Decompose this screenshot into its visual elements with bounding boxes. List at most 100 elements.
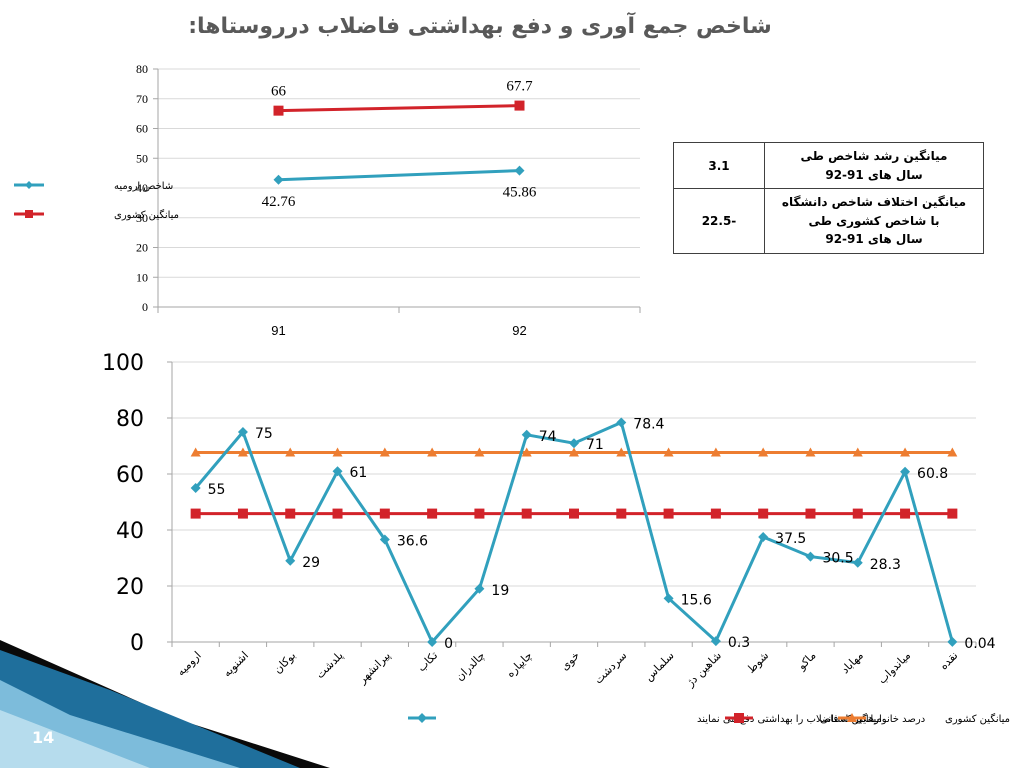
data-point-marker: [947, 636, 958, 647]
data-point-marker: [947, 447, 958, 457]
data-point-marker: [521, 447, 532, 457]
table-row: 22.5- میانگین اختلاف شاخص دانشگاه با شاخ…: [673, 188, 984, 254]
data-point-marker: [285, 447, 296, 457]
data-label: 19: [491, 583, 509, 599]
data-label: 60.8: [917, 466, 948, 482]
series-line: [278, 169, 520, 182]
data-point-marker: [379, 447, 390, 457]
data-point-marker: [852, 447, 863, 457]
x-tick-label: 92: [512, 323, 526, 338]
legend-label: میانگین کشوری: [114, 209, 179, 221]
data-label: 28.3: [870, 557, 901, 573]
data-point-marker: [332, 466, 343, 477]
data-label: 67.7: [506, 79, 533, 95]
data-label: 55: [208, 482, 226, 498]
table-label: میانگین اختلاف شاخص دانشگاه با شاخص کشور…: [764, 188, 984, 254]
data-point-marker: [427, 447, 438, 457]
data-label: 36.6: [397, 534, 428, 550]
x-tick-label: پیرانشهر: [355, 649, 393, 687]
legend-label: میانگین کشوری: [945, 713, 1010, 725]
table-label-line: میانگین اختلاف شاخص دانشگاه: [781, 195, 967, 210]
x-tick-label: تکاب: [415, 649, 440, 674]
y-tick-label: 40: [116, 519, 144, 544]
data-label: 30.5: [822, 551, 853, 567]
data-label: 61: [350, 465, 368, 481]
data-point-marker: [569, 447, 579, 457]
y-tick-label: 20: [116, 575, 144, 600]
data-point-marker: [427, 637, 438, 647]
x-tick-label: خوی: [558, 649, 582, 673]
data-point-marker: [852, 508, 863, 519]
table-label-line: سال های 91-92: [825, 167, 923, 182]
data-label: 0.04: [964, 636, 995, 652]
page-number: 14: [32, 728, 55, 747]
data-point-marker: [332, 508, 343, 519]
y-tick-label: 100: [102, 351, 144, 376]
data-point-marker: [758, 532, 769, 542]
data-point-marker: [514, 100, 525, 111]
data-point-marker: [852, 557, 863, 568]
x-tick-label: اشنویه: [220, 649, 251, 680]
data-point-marker: [190, 483, 201, 493]
y-tick-label: 30: [136, 211, 148, 225]
data-point-marker: [805, 508, 816, 519]
data-point-marker: [379, 534, 390, 545]
y-tick-label: 70: [136, 92, 148, 106]
data-point-marker: [616, 417, 627, 428]
data-point-marker: [847, 713, 857, 722]
table-value: 3.1: [673, 141, 765, 190]
x-tick-label: میاندواب: [876, 649, 914, 687]
x-tick-label: سردشت: [592, 649, 630, 687]
data-point-marker: [710, 508, 721, 519]
data-point-marker: [758, 447, 769, 457]
table-value: 22.5-: [673, 188, 765, 254]
x-tick-label: شوط: [744, 649, 771, 676]
data-point-marker: [514, 165, 525, 176]
data-point-marker: [521, 429, 532, 440]
x-tick-label: 91: [271, 323, 285, 338]
data-point-marker: [710, 447, 721, 457]
table-label-line: میانگین رشد شاخص طی: [800, 149, 948, 163]
data-point-marker: [805, 447, 816, 457]
data-point-marker: [947, 508, 958, 519]
data-point-marker: [273, 174, 284, 185]
data-point-marker: [521, 508, 532, 519]
data-point-marker: [900, 466, 911, 477]
data-label: 71: [586, 437, 604, 453]
x-tick-label: مهاباد: [839, 649, 866, 676]
data-label: 75: [255, 426, 273, 442]
data-point-marker: [474, 508, 485, 519]
data-label: 45.86: [503, 185, 537, 201]
legend-label: درصد خانوارهایی که فاضلاب را بهداشتی دفع…: [697, 714, 925, 725]
x-tick-label: سلماس: [642, 649, 677, 684]
data-point-marker: [805, 551, 816, 562]
data-point-marker: [285, 508, 296, 519]
data-point-marker: [332, 447, 343, 457]
data-point-marker: [616, 447, 627, 457]
table-label-line: با شاخص کشوری طی: [808, 213, 940, 228]
x-tick-label: ماکو: [794, 649, 818, 673]
y-tick-label: 0: [130, 631, 144, 656]
data-point-marker: [758, 508, 769, 519]
y-tick-label: 50: [136, 151, 148, 165]
table-row: 3.1 میانگین رشد شاخص طی سال های 91-92: [673, 141, 984, 190]
data-point-marker: [663, 508, 674, 519]
slide-title: شاخص جمع آوری و دفع بهداشتی فاضلاب درروس…: [188, 14, 772, 39]
x-tick-label: ارومیه: [174, 649, 204, 679]
data-point-marker: [25, 181, 33, 189]
y-tick-label: 60: [116, 463, 144, 488]
data-point-marker: [379, 508, 390, 519]
x-tick-label: چالدران: [453, 649, 487, 683]
data-point-marker: [900, 508, 911, 519]
y-tick-label: 80: [116, 407, 144, 432]
data-label: 78.4: [633, 416, 664, 432]
data-point-marker: [285, 555, 296, 566]
info-table: 3.1 میانگین رشد شاخص طی سال های 91-92 22…: [673, 141, 984, 254]
data-point-marker: [190, 447, 201, 457]
data-label: 0: [444, 636, 453, 652]
data-label: 15.6: [681, 592, 712, 608]
x-tick-label: پلدشت: [313, 649, 345, 681]
